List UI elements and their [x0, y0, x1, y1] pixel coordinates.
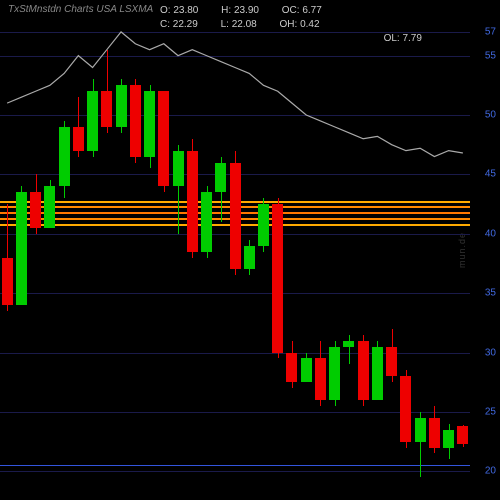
y-tick-label: 57	[485, 26, 496, 37]
y-tick-label: 45	[485, 169, 496, 180]
y-tick-label: 50	[485, 110, 496, 121]
overlay-line	[7, 32, 463, 157]
chart-container: TxStMnstdn Charts USA LSXMA O: 23.80 H: …	[0, 0, 500, 500]
y-tick-label: 25	[485, 406, 496, 417]
y-tick-label: 40	[485, 228, 496, 239]
overlay-line-layer	[0, 0, 500, 500]
y-tick-label: 35	[485, 288, 496, 299]
y-tick-label: 30	[485, 347, 496, 358]
y-tick-label: 55	[485, 50, 496, 61]
y-tick-label: 20	[485, 466, 496, 477]
